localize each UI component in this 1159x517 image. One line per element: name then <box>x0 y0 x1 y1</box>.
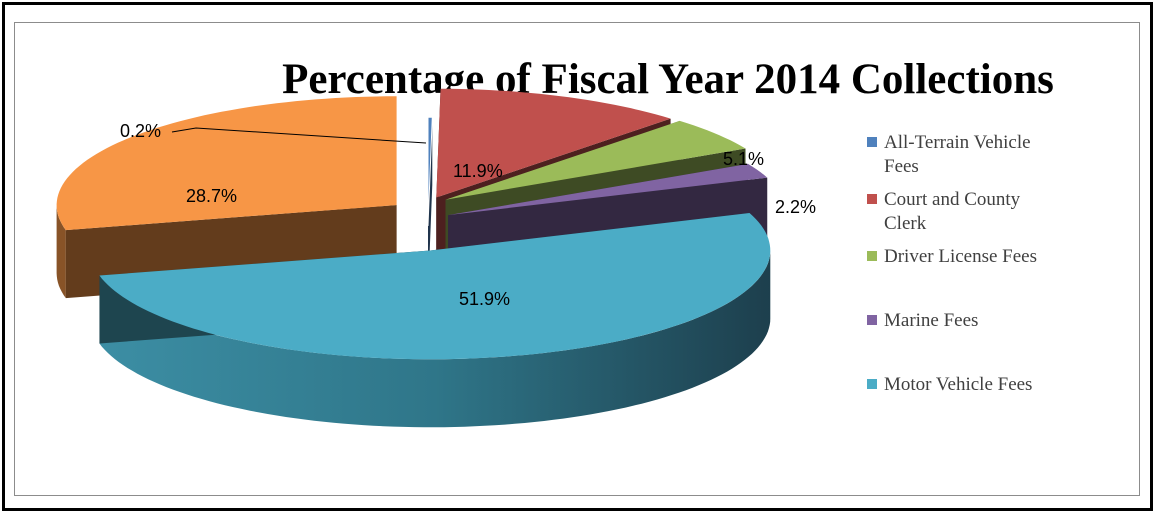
pie-slices <box>56 88 771 428</box>
pie-slice-court-clerk-top <box>436 88 671 198</box>
chart-title: Percentage of Fiscal Year 2014 Collectio… <box>282 56 1054 103</box>
pie-slice-motor-vehicle <box>99 212 771 428</box>
pie-slice-motor-vehicle-top <box>99 213 771 360</box>
data-label-marine: 2.2% <box>775 197 816 217</box>
legend-swatch <box>867 251 877 261</box>
data-label-other: 28.7% <box>186 186 237 206</box>
data-label-driver-license: 5.1% <box>723 149 764 169</box>
data-label-atv: 0.2% <box>120 121 161 141</box>
legend-item-atv: All-Terrain Vehicle Fees <box>867 132 1031 177</box>
pie-slice-other-top <box>56 96 397 231</box>
pie-slice-atv-top <box>427 116 433 227</box>
legend-label: Court and County <box>884 189 1021 210</box>
leader-line-atv <box>171 127 427 144</box>
legend-item-court-clerk: Court and County Clerk <box>867 189 1021 234</box>
pie-slice-other-side <box>56 205 66 299</box>
legend-item-marine: Marine Fees <box>867 310 978 331</box>
legend-label: Driver License Fees <box>884 246 1037 267</box>
legend-label: Marine Fees <box>884 310 978 331</box>
legend-item-motor-vehicle: Motor Vehicle Fees <box>867 374 1032 395</box>
pie-slice-marine-top <box>448 163 768 216</box>
legend-label: Motor Vehicle Fees <box>884 374 1032 395</box>
data-label-court-clerk: 11.9% <box>453 161 503 181</box>
outer-border <box>2 2 1153 511</box>
pie-slice-driver-license-top <box>445 120 746 200</box>
legend-swatch <box>867 315 877 325</box>
data-label-motor-vehicle: 51.9% <box>459 289 510 309</box>
legend-item-driver-license: Driver License Fees <box>867 246 1037 267</box>
legend-label: Fees <box>884 156 919 177</box>
legend-swatch <box>867 137 877 147</box>
pie-slice-motor-vehicle-side <box>99 250 771 428</box>
pie-slice-atv-cut-1 <box>428 117 433 294</box>
legend-label: All-Terrain Vehicle <box>884 132 1031 153</box>
pie-slice-atv <box>427 116 433 294</box>
legend-swatch <box>867 379 877 389</box>
legend-label: Clerk <box>884 213 927 234</box>
legend-swatch <box>867 194 877 204</box>
